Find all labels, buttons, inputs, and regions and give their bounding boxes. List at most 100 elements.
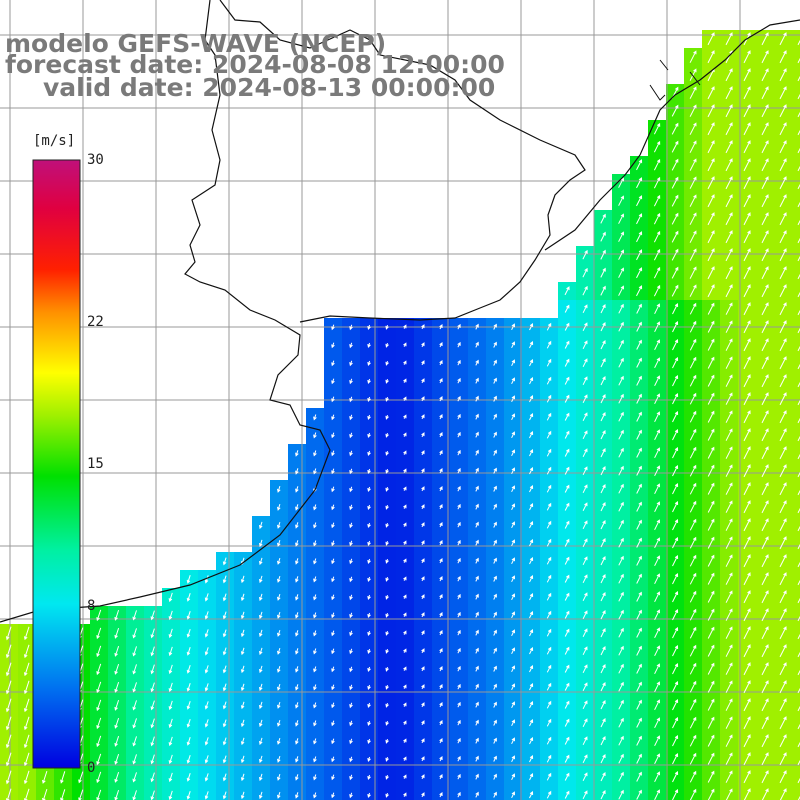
wind-arrow	[564, 736, 570, 745]
wind-arrow	[114, 717, 120, 729]
wind-arrow	[439, 792, 443, 798]
wind-arrow	[295, 594, 299, 601]
wind-arrow	[707, 626, 715, 639]
wind-arrow	[582, 430, 588, 440]
wind-arrow	[797, 723, 800, 730]
wind-arrow	[421, 720, 425, 726]
wind-arrow	[186, 647, 191, 656]
wind-arrow	[761, 770, 769, 784]
wind-arrow	[493, 449, 497, 456]
wind-arrow	[743, 716, 751, 730]
wind-arrow	[511, 323, 515, 331]
wind-arrow	[564, 394, 570, 403]
wind-arrow	[743, 608, 751, 622]
wind-arrow	[707, 644, 715, 657]
field-cell	[72, 786, 90, 800]
wind-arrow	[671, 194, 679, 207]
wind-arrow	[331, 648, 335, 655]
wind-arrow	[331, 774, 335, 781]
wind-arrow	[725, 788, 733, 800]
wind-arrow	[277, 539, 281, 547]
wind-arrow	[725, 248, 733, 262]
wind-arrow	[564, 448, 570, 457]
wind-arrow	[259, 665, 263, 674]
wind-arrow	[475, 503, 479, 510]
wind-arrow	[385, 577, 389, 582]
wind-arrow	[689, 626, 697, 639]
wind-arrow	[707, 536, 715, 549]
wind-arrow	[582, 412, 588, 422]
wind-arrow	[96, 717, 102, 730]
wind-arrow	[114, 753, 120, 765]
wind-arrow	[331, 450, 335, 457]
wind-arrow	[529, 719, 534, 727]
wind-arrow	[475, 341, 479, 348]
wind-arrow	[689, 122, 697, 135]
wind-arrow	[313, 558, 317, 565]
wind-arrow	[457, 611, 461, 618]
wind-arrow	[564, 592, 570, 601]
wind-arrow	[761, 716, 769, 730]
wind-arrow	[259, 611, 263, 620]
wind-arrow	[150, 664, 155, 675]
wind-arrow	[654, 501, 660, 513]
wind-arrow	[439, 756, 443, 762]
wind-arrow	[96, 681, 102, 694]
wind-arrow	[743, 230, 751, 244]
wind-arrow	[707, 410, 715, 423]
wind-arrow	[511, 647, 515, 655]
wind-arrow	[582, 592, 588, 602]
wind-arrow	[672, 447, 679, 459]
wind-arrow	[421, 666, 425, 672]
wind-arrow	[743, 734, 751, 748]
field-cell	[612, 786, 630, 800]
wind-arrow	[439, 414, 443, 420]
wind-arrow	[725, 86, 733, 100]
wind-arrow	[582, 718, 588, 728]
wind-arrow	[168, 610, 173, 621]
wind-arrow	[761, 752, 769, 766]
wind-arrow	[295, 558, 299, 565]
wind-arrow	[96, 627, 102, 640]
wind-arrow	[564, 412, 570, 421]
wind-arrow	[295, 504, 299, 511]
colorbar-tick-30: 30	[87, 152, 104, 168]
wind-arrow	[689, 248, 697, 261]
wind-arrow	[331, 756, 335, 763]
wind-arrow	[779, 500, 787, 514]
wind-arrow	[222, 701, 227, 710]
wind-arrow	[168, 628, 173, 639]
wind-arrow	[761, 158, 769, 172]
field-cell	[792, 30, 800, 48]
wind-arrow	[654, 771, 660, 783]
wind-arrow	[439, 684, 443, 690]
wind-arrow	[743, 752, 751, 766]
wind-arrow	[725, 428, 733, 441]
wind-arrow	[277, 755, 281, 763]
wind-arrow	[618, 591, 624, 602]
wind-arrow	[529, 557, 534, 565]
wind-arrow	[707, 608, 715, 621]
wind-arrow	[240, 629, 245, 638]
wind-arrow	[23, 752, 30, 767]
wind-arrow	[511, 719, 515, 727]
wind-arrow	[725, 446, 733, 459]
wind-arrow	[564, 664, 570, 673]
wind-arrow	[439, 666, 443, 672]
wind-arrow	[259, 593, 263, 602]
wind-arrow	[511, 395, 515, 403]
wind-arrow	[313, 414, 317, 421]
wind-arrow	[511, 575, 515, 583]
wind-arrow	[240, 755, 245, 764]
wind-arrow	[671, 176, 679, 189]
wind-arrow	[582, 322, 588, 332]
wind-arrow	[779, 644, 787, 658]
wind-arrow	[403, 540, 407, 545]
wind-arrow	[672, 375, 679, 387]
wind-arrow	[5, 662, 12, 677]
wind-arrow	[636, 357, 642, 368]
wind-arrow	[546, 718, 552, 727]
wind-arrow	[331, 720, 335, 727]
wind-arrow	[349, 342, 353, 349]
wind-arrow	[313, 468, 317, 475]
